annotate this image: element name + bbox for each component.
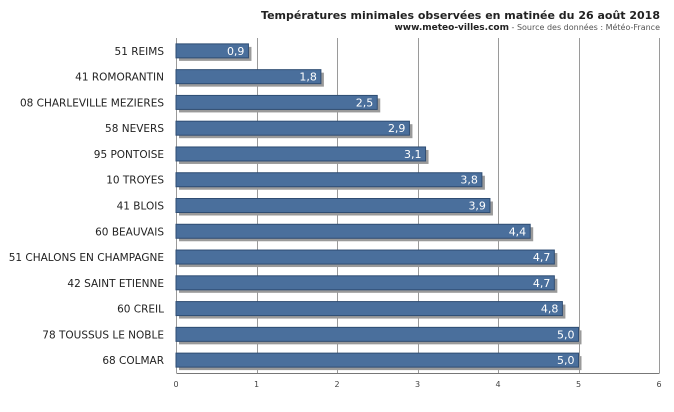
x-tick-label: 2 [334,380,339,389]
category-label: 60 CREIL [117,304,164,316]
value-label: 2,9 [388,122,406,135]
chart-title: Températures minimales observées en mati… [261,9,660,22]
site-link[interactable]: www.meteo-villes.com [394,23,509,33]
value-label: 4,4 [509,225,527,238]
data-source: - Source des données : Météo-France [508,23,661,32]
value-label: 5,0 [557,354,575,367]
category-label: 41 ROMORANTIN [75,72,164,84]
bar [175,120,410,136]
x-tick-label: 1 [254,380,259,389]
value-label: 1,8 [299,71,317,84]
x-tick-label: 5 [576,380,581,389]
value-label: 4,8 [541,303,559,316]
value-label: 3,8 [460,174,478,187]
chart-subtitle: www.meteo-villes.com - Source des donnée… [394,23,660,33]
bar [175,326,579,342]
category-label: 10 TROYES [106,175,164,187]
category-label: 78 TOUSSUS LE NOBLE [42,329,164,341]
bar [175,69,322,85]
category-label: 51 CHALONS EN CHAMPAGNE [9,252,164,264]
bar [175,275,555,291]
category-label: 68 COLMAR [102,355,164,367]
category-label: 42 SAINT ETIENNE [67,278,164,290]
x-tick-label: 4 [495,380,500,389]
value-label: 0,9 [227,45,245,58]
category-label: 41 BLOIS [117,201,165,213]
bar [175,172,483,188]
value-label: 3,1 [404,148,422,161]
bar [175,198,491,213]
x-tick-label: 3 [415,380,420,389]
value-label: 4,7 [533,251,551,264]
category-label: 08 CHARLEVILLE MEZIERES [20,97,164,109]
bar [175,43,249,59]
bar [175,352,579,368]
category-label: 51 REIMS [115,46,165,58]
value-label: 4,7 [533,277,551,290]
value-label: 2,5 [356,96,374,109]
category-label: 60 BEAUVAIS [95,226,164,238]
category-label: 58 NEVERS [105,123,164,135]
bar [175,94,378,110]
x-tick-label: 6 [656,380,661,389]
bar [175,146,427,162]
category-label: 95 PONTOISE [94,149,164,161]
bar [175,249,555,265]
value-label: 5,0 [557,328,575,341]
bar [175,301,563,317]
bar [175,223,531,239]
x-tick-label: 0 [173,380,178,389]
value-label: 3,9 [468,200,486,213]
